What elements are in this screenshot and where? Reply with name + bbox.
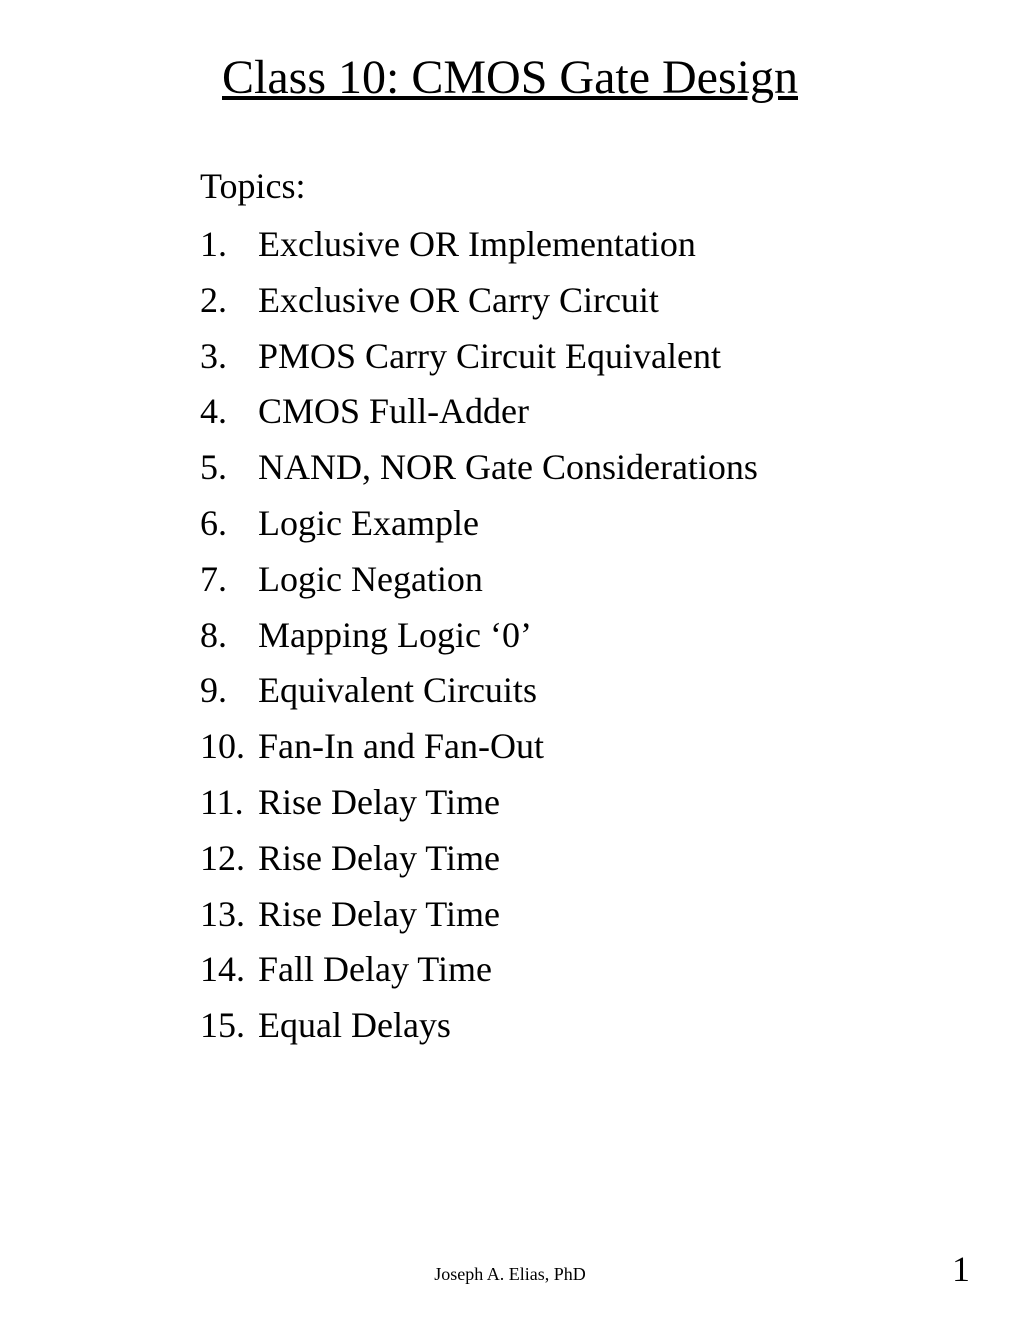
- topic-item: 6.Logic Example: [200, 496, 1020, 552]
- topic-item: 1.Exclusive OR Implementation: [200, 217, 1020, 273]
- topics-list: 1.Exclusive OR Implementation 2.Exclusiv…: [200, 217, 1020, 1054]
- topic-text: CMOS Full-Adder: [258, 384, 529, 440]
- topic-item: 4.CMOS Full-Adder: [200, 384, 1020, 440]
- topic-number: 1.: [200, 217, 258, 273]
- topic-text: Rise Delay Time: [258, 887, 500, 943]
- topic-text: Equivalent Circuits: [258, 663, 537, 719]
- topic-item: 15.Equal Delays: [200, 998, 1020, 1054]
- topic-text: PMOS Carry Circuit Equivalent: [258, 329, 721, 385]
- topic-number: 3.: [200, 329, 258, 385]
- topic-number: 8.: [200, 608, 258, 664]
- topic-item: 14.Fall Delay Time: [200, 942, 1020, 998]
- topic-item: 12.Rise Delay Time: [200, 831, 1020, 887]
- topic-number: 10.: [200, 719, 258, 775]
- topic-number: 15.: [200, 998, 258, 1054]
- topic-text: Logic Negation: [258, 552, 483, 608]
- content-area: Topics: 1.Exclusive OR Implementation 2.…: [0, 165, 1020, 1054]
- topic-text: Exclusive OR Carry Circuit: [258, 273, 659, 329]
- topic-text: Rise Delay Time: [258, 775, 500, 831]
- topic-item: 11.Rise Delay Time: [200, 775, 1020, 831]
- topics-heading: Topics:: [200, 165, 1020, 207]
- topic-number: 14.: [200, 942, 258, 998]
- topic-text: Fall Delay Time: [258, 942, 492, 998]
- topic-text: Rise Delay Time: [258, 831, 500, 887]
- topic-text: Fan-In and Fan-Out: [258, 719, 544, 775]
- topic-number: 5.: [200, 440, 258, 496]
- topic-text: Mapping Logic ‘0’: [258, 608, 532, 664]
- topic-item: 5.NAND, NOR Gate Considerations: [200, 440, 1020, 496]
- topic-text: NAND, NOR Gate Considerations: [258, 440, 758, 496]
- topic-text: Equal Delays: [258, 998, 451, 1054]
- topic-item: 8.Mapping Logic ‘0’: [200, 608, 1020, 664]
- topic-number: 2.: [200, 273, 258, 329]
- topic-number: 9.: [200, 663, 258, 719]
- topic-text: Logic Example: [258, 496, 479, 552]
- topic-item: 2.Exclusive OR Carry Circuit: [200, 273, 1020, 329]
- topic-item: 13.Rise Delay Time: [200, 887, 1020, 943]
- topic-text: Exclusive OR Implementation: [258, 217, 696, 273]
- topic-item: 7.Logic Negation: [200, 552, 1020, 608]
- topic-item: 10.Fan-In and Fan-Out: [200, 719, 1020, 775]
- topic-item: 9.Equivalent Circuits: [200, 663, 1020, 719]
- topic-number: 4.: [200, 384, 258, 440]
- topic-number: 13.: [200, 887, 258, 943]
- page-title: Class 10: CMOS Gate Design: [0, 0, 1020, 165]
- topic-number: 12.: [200, 831, 258, 887]
- footer-author: Joseph A. Elias, PhD: [434, 1264, 586, 1285]
- topic-item: 3.PMOS Carry Circuit Equivalent: [200, 329, 1020, 385]
- topic-number: 6.: [200, 496, 258, 552]
- topic-number: 11.: [200, 775, 258, 831]
- topic-number: 7.: [200, 552, 258, 608]
- footer-page-number: 1: [952, 1248, 970, 1290]
